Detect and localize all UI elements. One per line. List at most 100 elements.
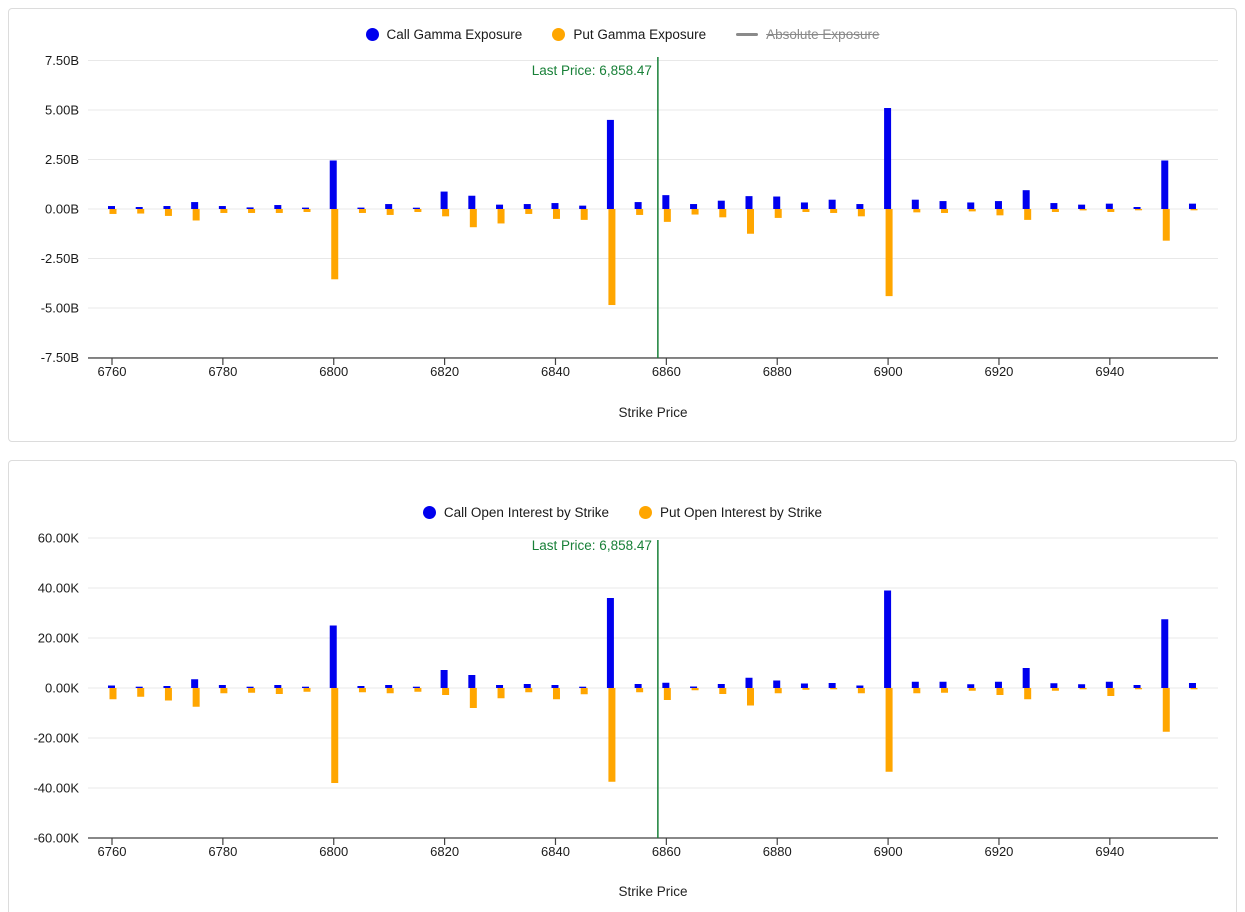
call-bar[interactable] [1078,204,1086,209]
put-bar[interactable] [885,209,893,297]
call-bar[interactable] [246,686,254,688]
put-bar[interactable] [885,688,893,772]
call-bar[interactable] [274,685,282,688]
put-bar[interactable] [608,209,616,306]
put-bar[interactable] [164,688,172,701]
call-bar[interactable] [357,207,365,209]
call-bar[interactable] [1022,668,1030,688]
call-bar[interactable] [662,195,670,209]
call-bar[interactable] [1105,203,1113,209]
put-bar[interactable] [747,688,755,706]
put-bar[interactable] [386,688,394,694]
call-bar[interactable] [523,684,531,688]
put-bar[interactable] [192,209,200,221]
call-bar[interactable] [440,191,448,209]
put-bar[interactable] [497,688,505,699]
put-bar[interactable] [802,209,810,212]
put-bar[interactable] [1051,688,1059,691]
put-bar[interactable] [1135,209,1143,211]
call-bar[interactable] [274,205,282,209]
call-bar[interactable] [496,204,504,209]
put-bar[interactable] [774,209,782,218]
put-bar[interactable] [386,209,394,215]
call-bar[interactable] [828,683,836,688]
put-bar[interactable] [913,688,921,694]
call-bar[interactable] [662,682,670,688]
call-bar[interactable] [246,207,254,209]
call-bar[interactable] [717,684,725,688]
legend-item-put-open-interest-by-strike[interactable]: Put Open Interest by Strike [638,505,822,520]
call-bar[interactable] [218,685,226,688]
call-bar[interactable] [385,204,393,209]
call-bar[interactable] [745,196,753,209]
call-bar[interactable] [939,201,947,209]
put-bar[interactable] [663,688,671,700]
put-bar[interactable] [1107,209,1115,212]
call-bar[interactable] [551,685,559,688]
call-bar[interactable] [191,202,199,209]
put-bar[interactable] [608,688,616,782]
put-bar[interactable] [442,688,450,695]
put-bar[interactable] [137,209,145,214]
call-bar[interactable] [1105,681,1113,688]
call-bar[interactable] [967,202,975,209]
call-bar[interactable] [523,204,531,209]
call-bar[interactable] [412,686,420,688]
put-bar[interactable] [941,688,949,693]
call-bar[interactable] [800,683,808,689]
put-bar[interactable] [636,209,644,215]
put-bar[interactable] [1190,688,1198,690]
call-bar[interactable] [329,160,337,209]
put-bar[interactable] [691,209,699,215]
call-bar[interactable] [357,686,365,688]
call-bar[interactable] [108,206,115,209]
call-bar[interactable] [967,684,975,688]
legend-item-call-open-interest-by-strike[interactable]: Call Open Interest by Strike [422,505,609,520]
put-bar[interactable] [1051,209,1059,212]
put-bar[interactable] [719,688,727,694]
call-bar[interactable] [1050,203,1058,209]
legend-item-call-gamma-exposure[interactable]: Call Gamma Exposure [365,27,522,42]
legend-item-put-gamma-exposure[interactable]: Put Gamma Exposure [552,27,706,42]
call-bar[interactable] [1133,207,1141,209]
call-bar[interactable] [690,686,698,689]
call-bar[interactable] [828,199,836,209]
call-bar[interactable] [634,202,642,209]
call-bar[interactable] [302,207,310,209]
call-bar[interactable] [385,685,393,688]
put-bar[interactable] [1190,209,1198,211]
call-bar[interactable] [1188,683,1196,688]
call-bar[interactable] [135,207,143,209]
put-bar[interactable] [913,209,921,213]
call-bar[interactable] [745,677,753,688]
put-bar[interactable] [331,688,339,783]
call-bar[interactable] [551,203,559,209]
put-bar[interactable] [802,688,810,690]
put-bar[interactable] [137,688,145,697]
put-bar[interactable] [996,688,1004,695]
put-bar[interactable] [1162,688,1170,732]
put-bar[interactable] [1107,688,1115,696]
put-bar[interactable] [857,209,865,217]
put-bar[interactable] [220,688,228,694]
put-bar[interactable] [774,688,782,694]
put-bar[interactable] [580,209,588,220]
put-bar[interactable] [192,688,200,707]
gamma-exposure-chart[interactable]: 7.50B 5.00B 2.50B 0.00B -2.50B -5.00B -7.50B 67… [9,49,1236,441]
call-bar[interactable] [163,206,171,209]
put-bar[interactable] [275,209,283,213]
call-bar[interactable] [468,195,476,209]
call-bar[interactable] [579,205,587,209]
put-bar[interactable] [968,688,976,691]
call-bar[interactable] [856,685,864,689]
call-bar[interactable] [606,598,614,688]
put-bar[interactable] [469,688,477,708]
put-bar[interactable] [525,688,533,693]
call-bar[interactable] [773,196,781,209]
put-bar[interactable] [525,209,533,214]
call-bar[interactable] [412,207,420,209]
put-bar[interactable] [109,209,117,214]
put-bar[interactable] [414,688,422,692]
call-bar[interactable] [911,199,919,209]
put-bar[interactable] [164,209,172,216]
